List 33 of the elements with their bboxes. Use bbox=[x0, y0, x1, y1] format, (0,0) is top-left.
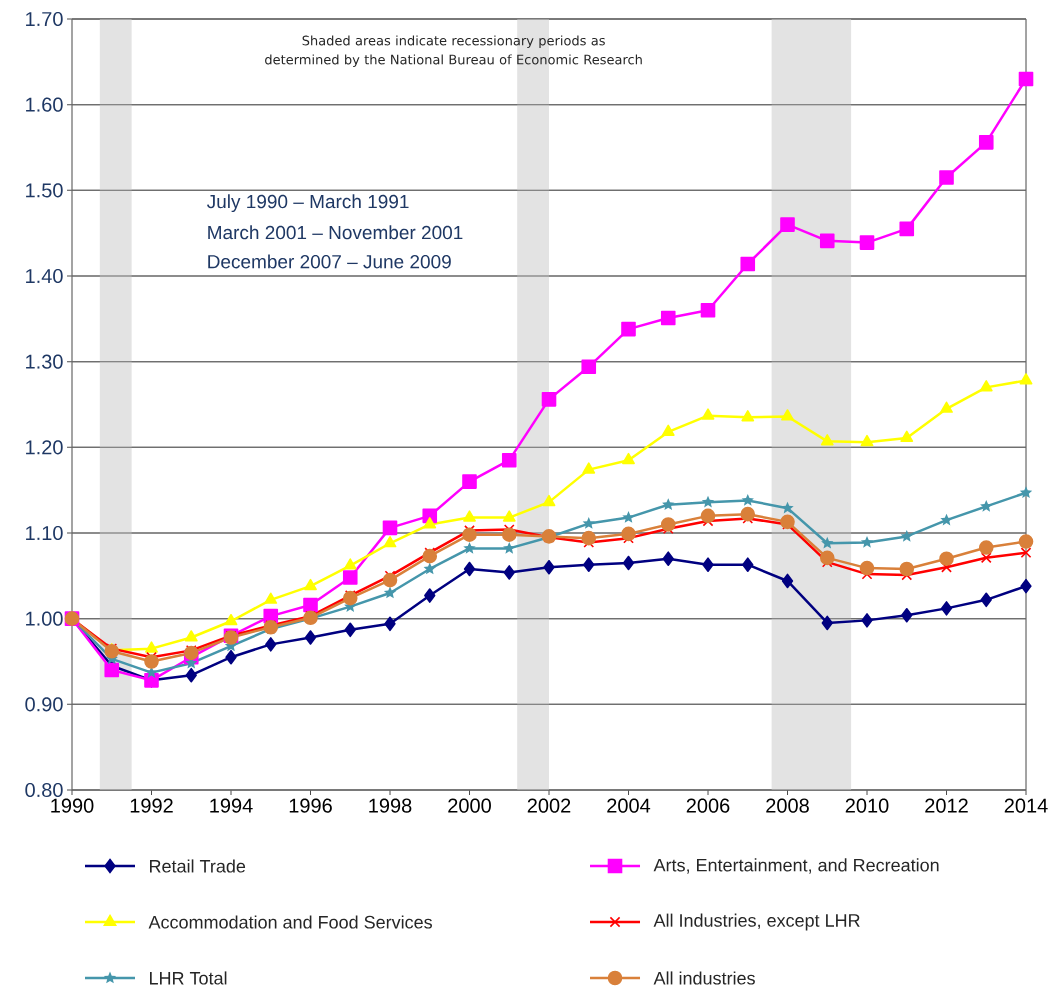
x-tick-label: 1994 bbox=[210, 798, 253, 813]
y-tick-label: 1.60 bbox=[26, 97, 63, 112]
annotation: December 2007 – June 2009 bbox=[208, 254, 451, 269]
x-tick-label: 2006 bbox=[686, 798, 730, 813]
x-tick-label: 2004 bbox=[607, 798, 651, 813]
y-tick-label: 1.10 bbox=[26, 525, 63, 541]
x-tick-label: 1996 bbox=[289, 798, 332, 813]
x-tick-label: 1990 bbox=[51, 798, 94, 813]
legend-label: Accommodation and Food Services bbox=[148, 915, 432, 929]
legend-label: LHR Total bbox=[150, 971, 227, 985]
x-tick-label: 2008 bbox=[766, 798, 809, 813]
x-tick-label: 2012 bbox=[925, 798, 968, 813]
annotation: Shaded areas indicate recessionary periods as determined by the National Bureau of Economic Research bbox=[265, 35, 642, 67]
x-tick-label: 1998 bbox=[369, 798, 412, 813]
y-tick-label: 1.00 bbox=[26, 611, 63, 626]
x-tick-label: 1992 bbox=[130, 798, 173, 813]
y-tick-label: 1.30 bbox=[26, 354, 63, 369]
legend-label: All Industries, except LHR bbox=[653, 913, 860, 931]
legend-label: Retail Trade bbox=[150, 859, 246, 873]
y-tick-label: 1.70 bbox=[26, 11, 63, 27]
x-tick-label: 2010 bbox=[845, 798, 889, 813]
annotation: March 2001 – November 2001 bbox=[208, 225, 463, 240]
y-tick-label: 0.90 bbox=[25, 697, 63, 712]
legend-label: Arts, Entertainment, and Recreation bbox=[653, 858, 939, 874]
y-tick-label: 1.20 bbox=[26, 440, 63, 455]
y-tick-label: 0.80 bbox=[25, 782, 63, 798]
x-tick-label: 2014 bbox=[1004, 798, 1048, 813]
y-tick-label: 1.40 bbox=[26, 268, 63, 284]
x-tick-label: 2002 bbox=[527, 798, 571, 813]
annotation: July 1990 – March 1991 bbox=[207, 194, 409, 213]
x-tick-label: 2000 bbox=[448, 798, 491, 813]
y-tick-label: 1.50 bbox=[26, 183, 63, 198]
legend-label: All industries bbox=[653, 971, 755, 985]
